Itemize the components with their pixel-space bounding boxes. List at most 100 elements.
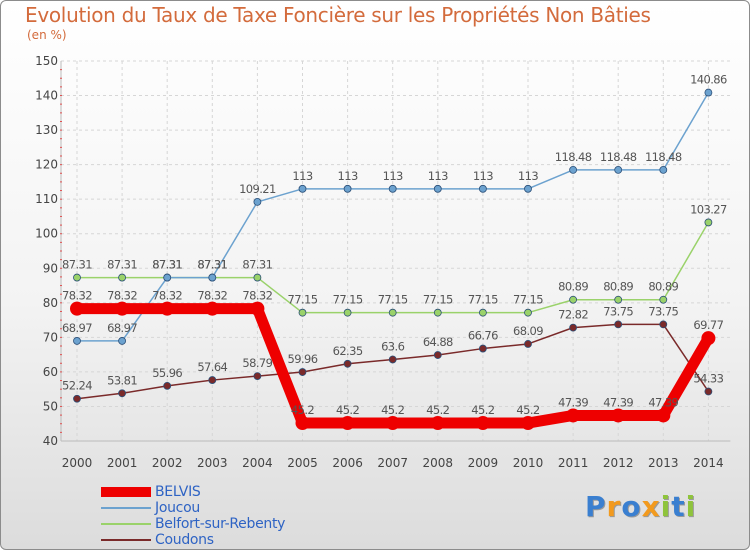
y-tick-label: 110 <box>35 192 58 206</box>
y-tick-label: 60 <box>43 365 58 379</box>
y-tick-label: 40 <box>43 434 58 448</box>
y-tick-label: 140 <box>35 89 58 103</box>
data-label: 47.39 <box>648 395 678 409</box>
data-point <box>298 368 307 376</box>
data-label: 77.15 <box>513 293 543 307</box>
data-label: 87.31 <box>197 258 227 272</box>
legend-label: Coudons <box>155 532 214 548</box>
x-tick-label: 2011 <box>558 456 589 470</box>
data-label: 54.33 <box>693 371 723 385</box>
data-label: 113 <box>383 169 403 183</box>
data-label: 45.2 <box>426 403 449 417</box>
y-tick-label: 120 <box>35 158 58 172</box>
data-point <box>343 308 352 317</box>
data-point <box>388 355 397 364</box>
data-label: 57.64 <box>197 360 227 374</box>
data-point <box>569 323 577 332</box>
data-label: 68.09 <box>513 324 543 338</box>
data-point <box>524 184 532 193</box>
data-point <box>385 416 400 431</box>
x-tick-label: 2000 <box>62 456 93 470</box>
data-label: 53.81 <box>107 373 137 387</box>
data-point <box>163 381 172 390</box>
data-label: 78.32 <box>197 289 227 303</box>
data-point <box>659 295 668 304</box>
data-point <box>521 416 535 431</box>
data-label: 45.2 <box>291 403 314 417</box>
data-point <box>433 351 442 359</box>
data-point <box>478 308 487 317</box>
data-label: 118.48 <box>645 150 682 164</box>
chart-title: Evolution du Taux de Taxe Foncière sur l… <box>25 3 651 27</box>
data-label: 66.76 <box>468 329 498 343</box>
data-point <box>73 273 81 282</box>
data-point <box>569 295 577 304</box>
data-point <box>295 416 310 431</box>
data-label: 80.89 <box>558 280 588 294</box>
legend-swatch <box>101 487 151 497</box>
data-point <box>475 416 490 431</box>
logo-letter: o <box>621 490 642 523</box>
logo-letter: i <box>660 490 672 523</box>
data-point <box>704 387 713 396</box>
logo-letter: i <box>685 490 697 523</box>
data-label: 69.77 <box>693 318 723 332</box>
data-label: 72.82 <box>558 308 588 322</box>
data-point <box>701 331 716 346</box>
x-tick-label: 2012 <box>603 456 634 470</box>
data-label: 45.2 <box>381 403 404 417</box>
data-point <box>659 320 668 329</box>
data-label: 47.39 <box>603 395 633 409</box>
data-label: 77.15 <box>468 293 498 307</box>
logo-letter: t <box>671 490 686 523</box>
data-label: 87.31 <box>107 258 137 272</box>
data-point <box>611 408 626 423</box>
x-tick-label: 2013 <box>648 456 679 470</box>
data-point <box>340 416 355 431</box>
data-label: 45.2 <box>336 403 359 417</box>
y-tick-label: 80 <box>43 296 58 310</box>
data-label: 62.35 <box>333 344 363 358</box>
data-label: 73.75 <box>648 304 678 318</box>
data-point <box>388 184 397 193</box>
data-label: 87.31 <box>152 258 182 272</box>
legend-label: Joucou <box>155 500 200 516</box>
data-label: 113 <box>428 169 448 183</box>
x-tick-label: 2008 <box>423 456 454 470</box>
data-point <box>704 88 713 97</box>
data-label: 109.21 <box>239 182 276 196</box>
data-point <box>118 389 126 398</box>
data-point <box>433 184 442 193</box>
x-tick-label: 2014 <box>693 456 724 470</box>
proxiti-logo: Proxiti <box>585 490 696 523</box>
x-tick-label: 2010 <box>513 456 544 470</box>
data-point <box>298 308 307 317</box>
data-point <box>73 337 81 345</box>
data-label: 80.89 <box>648 280 678 294</box>
data-label: 55.96 <box>152 366 182 380</box>
data-label: 103.27 <box>690 202 727 216</box>
data-label: 78.32 <box>242 289 272 303</box>
x-tick-label: 2003 <box>197 456 228 470</box>
data-label: 64.88 <box>423 335 453 349</box>
data-point <box>478 344 487 353</box>
y-tick-label: 100 <box>35 227 58 241</box>
x-tick-label: 2007 <box>377 456 408 470</box>
legend-swatch <box>101 539 151 541</box>
data-label: 77.15 <box>333 293 363 307</box>
x-tick-label: 2004 <box>242 456 273 470</box>
logo-letter: r <box>606 490 622 523</box>
legend-label: Belfort-sur-Rebenty <box>155 516 286 532</box>
data-label: 78.32 <box>107 289 137 303</box>
data-point <box>70 301 84 316</box>
logo-letter: P <box>585 490 607 523</box>
legend-label: BELVIS <box>155 484 201 500</box>
x-tick-label: 2001 <box>107 456 138 470</box>
data-point <box>614 165 623 174</box>
data-label: 68.97 <box>62 321 92 335</box>
data-point <box>253 273 262 282</box>
data-label: 47.39 <box>558 395 588 409</box>
data-label: 45.2 <box>471 403 494 417</box>
data-label: 113 <box>338 169 358 183</box>
data-label: 87.31 <box>197 258 227 272</box>
